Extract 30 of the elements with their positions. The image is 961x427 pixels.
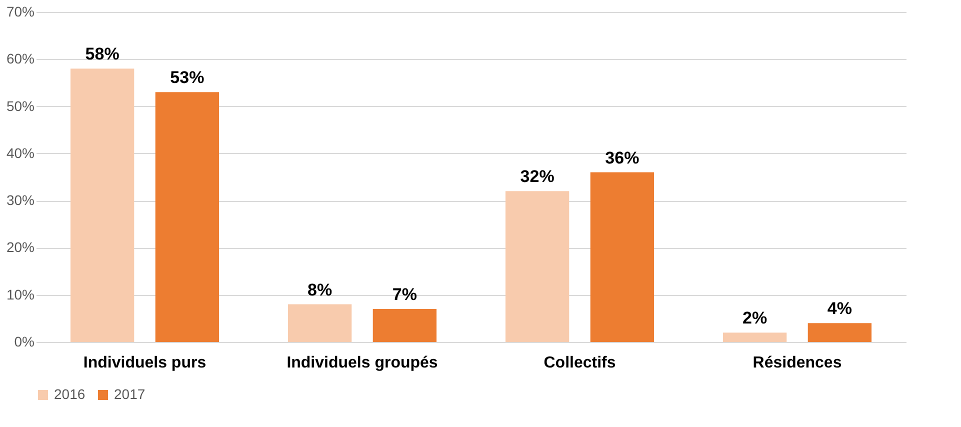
text: 53% <box>170 68 204 88</box>
y-tick-label: 60% <box>6 50 34 67</box>
bar <box>155 92 220 342</box>
legend-label: 2017 <box>114 386 146 402</box>
y-tick-label: 50% <box>6 98 34 114</box>
text: 7% <box>392 285 417 304</box>
text: 2% <box>742 308 768 328</box>
text: 4% <box>827 299 852 318</box>
y-tick-label: 20% <box>6 239 34 256</box>
bar <box>505 191 570 342</box>
x-tick-label: Collectifs <box>544 354 616 372</box>
bar <box>372 309 437 342</box>
y-tick-label: 30% <box>6 192 34 208</box>
bar <box>722 332 787 342</box>
bar <box>288 304 352 342</box>
x-tick-label: Individuels purs <box>83 354 206 372</box>
text: 36% <box>605 148 640 168</box>
y-tick-label: 40% <box>6 144 34 161</box>
y-tick-label: 10% <box>6 286 34 302</box>
legend-label: 2016 <box>54 386 86 402</box>
y-tick-label: 70% <box>6 4 34 20</box>
y-tick-label: 0% <box>14 334 34 350</box>
bar <box>590 172 654 342</box>
text: 8% <box>308 280 332 300</box>
text: 32% <box>520 167 554 186</box>
x-tick-label: Résidences <box>752 354 842 372</box>
text: 58% <box>85 44 120 64</box>
bar <box>808 323 872 342</box>
bar <box>70 68 134 342</box>
x-tick-label: Individuels groupés <box>286 354 438 372</box>
